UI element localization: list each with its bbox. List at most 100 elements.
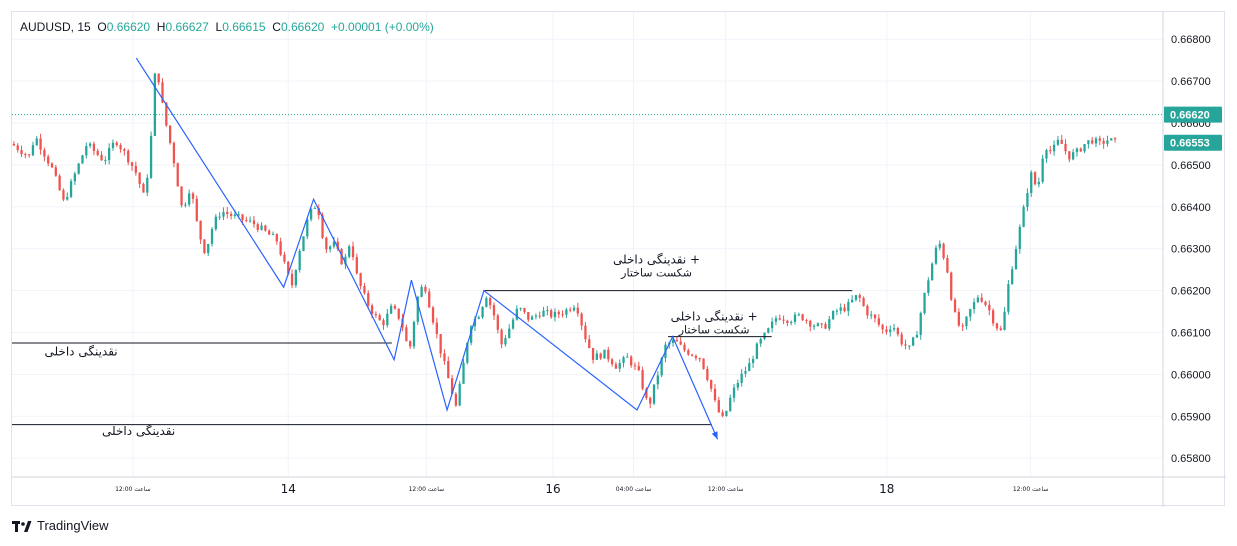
candle-body <box>92 143 96 151</box>
candle-body <box>713 388 717 401</box>
candle-body <box>694 355 698 359</box>
candle-body <box>226 211 229 214</box>
candle-body <box>348 246 351 257</box>
tradingview-brand[interactable]: TradingView <box>12 518 109 533</box>
candle-body <box>626 356 629 358</box>
candle-body <box>767 328 770 333</box>
candle-body <box>1079 148 1082 152</box>
candle-body <box>957 311 960 326</box>
candle-body <box>904 344 907 346</box>
candle-body <box>523 308 526 312</box>
candle-body <box>649 397 652 404</box>
candle-body <box>934 247 938 264</box>
price-axis[interactable]: 0.668000.667000.666000.665000.664000.663… <box>1162 12 1222 507</box>
candle-body <box>770 321 774 329</box>
candle-body <box>336 241 339 250</box>
candle-body <box>565 309 568 315</box>
candle-body <box>675 339 679 342</box>
candle-body <box>511 319 515 329</box>
candle-body <box>633 365 637 367</box>
candle-body <box>168 125 172 143</box>
candle-body <box>923 292 926 314</box>
candle-body <box>313 207 317 209</box>
candle-body <box>740 373 743 383</box>
candle-body <box>1060 139 1063 144</box>
candle-body <box>900 334 903 345</box>
candle-body <box>866 305 869 316</box>
x-major-label: 18 <box>879 482 894 496</box>
candle-body <box>946 258 949 273</box>
candle-body <box>439 334 442 354</box>
candle-body <box>980 297 983 302</box>
candle-body <box>28 154 31 156</box>
candle-body <box>146 177 149 193</box>
candle-body <box>1026 192 1029 207</box>
candle-body <box>428 291 431 308</box>
candle-body <box>127 150 130 163</box>
candle-body <box>702 358 705 369</box>
candle-body <box>229 213 233 216</box>
candle-body <box>847 302 850 312</box>
candle-body <box>1007 284 1010 312</box>
candle-body <box>725 410 728 417</box>
candle-body <box>477 317 480 319</box>
candle-body <box>607 349 610 360</box>
candle-body <box>786 320 789 324</box>
candle-body <box>378 315 381 321</box>
candle-body <box>961 325 964 327</box>
candle-body <box>660 358 663 376</box>
last-price-label: 0.66553 <box>1170 138 1210 150</box>
timeframe[interactable]: 15 <box>77 20 91 34</box>
candle-body <box>367 293 370 306</box>
candle-body <box>774 318 778 322</box>
candle-body <box>134 165 137 173</box>
candle-body <box>214 216 217 230</box>
candle-body <box>248 220 252 222</box>
candle-body <box>991 310 995 324</box>
candle-body <box>104 160 107 162</box>
candle-body <box>534 315 538 317</box>
candle-body <box>622 357 625 363</box>
candle-body <box>858 295 861 298</box>
candle-body <box>706 368 709 380</box>
candle-body <box>835 310 839 312</box>
chart-frame[interactable]: نقدینگی داخلی نقدینگی داخلی نقدینگی داخلی … <box>11 11 1226 507</box>
candle-body <box>580 313 583 326</box>
zigzag-line <box>135 57 719 440</box>
candle-body <box>896 328 900 335</box>
candle-body <box>218 216 221 218</box>
time-axis[interactable]: 12:00 ساعت 14 12:00 ساعت 16 04:00 ساعت 12:00 … <box>12 476 1226 496</box>
candle-body <box>889 329 892 332</box>
candlestick-chart[interactable]: نقدینگی داخلی نقدینگی داخلی نقدینگی داخلی … <box>12 12 1226 507</box>
candle-body <box>546 310 549 312</box>
candle-body <box>260 225 263 230</box>
candles <box>12 72 1163 418</box>
candle-body <box>1003 311 1006 330</box>
candle-body <box>393 305 397 309</box>
candle-body <box>241 214 244 220</box>
candle-body <box>1049 150 1052 152</box>
candle-body <box>1014 248 1018 270</box>
candle-body <box>820 323 823 325</box>
open-label: O <box>97 20 107 34</box>
candle-body <box>370 305 374 315</box>
candle-body <box>843 307 846 312</box>
tradingview-logo-icon <box>12 520 32 532</box>
candle-body <box>54 167 57 176</box>
candle-body <box>1022 206 1025 227</box>
candle-body <box>519 308 522 310</box>
candle-body <box>165 102 168 126</box>
annotation-line1: نقدینگی داخلی <box>44 345 117 359</box>
candle-body <box>119 145 122 150</box>
candle-body <box>732 387 736 398</box>
candle-body <box>359 273 362 287</box>
candle-body <box>454 394 458 406</box>
symbol-name[interactable]: AUDUSD <box>20 20 71 34</box>
candle-body <box>138 172 141 184</box>
candle-body <box>473 318 477 327</box>
candle-body <box>412 321 416 347</box>
y-tick-label: 0.66200 <box>1171 286 1211 298</box>
candle-body <box>500 329 503 345</box>
brand-name: TradingView <box>37 518 109 533</box>
candle-body <box>1094 138 1098 144</box>
